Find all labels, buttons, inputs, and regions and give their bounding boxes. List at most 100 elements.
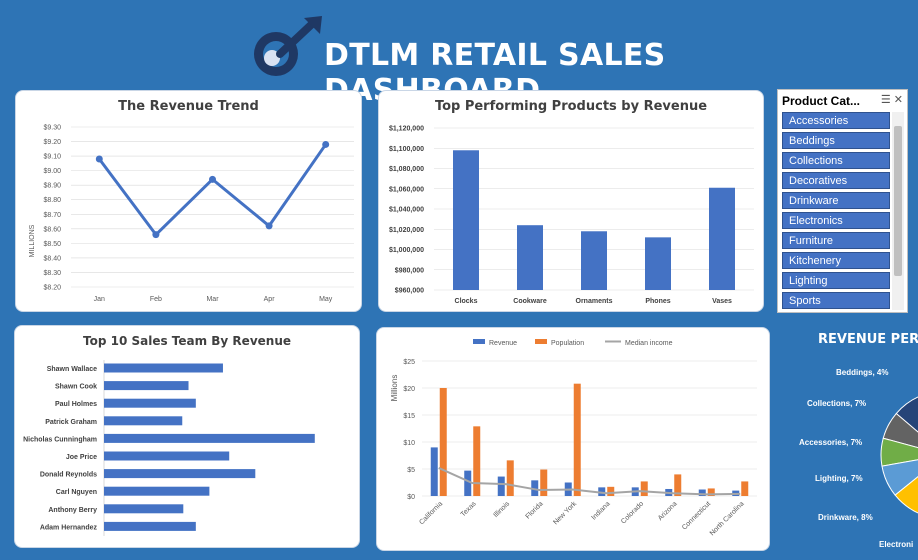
team-category-label: Shawn Cook — [55, 384, 97, 391]
trend-point — [322, 140, 330, 148]
products-bar — [709, 187, 735, 290]
slicer-item-furniture[interactable]: Furniture — [782, 232, 890, 249]
products-bar — [581, 231, 607, 290]
multi-select-icon[interactable]: ☰ — [880, 94, 891, 106]
state-revenue-chart: Millions Revenue Population Median income $… — [390, 339, 757, 537]
slicer-item-accessories[interactable]: Accessories — [782, 112, 890, 129]
trend-ytick-label: $8.60 — [43, 226, 61, 233]
trend-xtick-label: Feb — [150, 296, 162, 303]
trend-ytick-label: $8.40 — [43, 255, 61, 262]
trend-xtick-label: Mar — [206, 296, 219, 303]
trend-xtick-label: Jan — [94, 296, 105, 303]
products-xtick-label: Cookware — [513, 298, 547, 305]
state-xtick-label: Illinois — [492, 500, 511, 519]
trend-ytick-label: $9.00 — [43, 168, 61, 175]
slicer-item-kitchenery[interactable]: Kitchenery — [782, 252, 890, 269]
trend-ytick-label: $8.30 — [43, 270, 61, 277]
slicer-scroll-thumb[interactable] — [894, 126, 902, 276]
top-products-chart: $1,120,000 $1,100,000 $1,080,000 $1,060,000… — [389, 126, 754, 305]
state-xtick-label: Florida — [525, 500, 545, 520]
pie-label-lighting: Lighting, 7% — [815, 474, 863, 483]
products-bar — [453, 150, 479, 290]
state-bar-population — [439, 388, 447, 496]
pie-label-accessories: Accessories, 7% — [799, 438, 863, 447]
team-bar — [104, 486, 210, 496]
state-ytick-label: $15 — [403, 413, 415, 420]
slicer-item-drinkware[interactable]: Drinkware — [782, 192, 890, 209]
slicer-item-decoratives[interactable]: Decoratives — [782, 172, 890, 189]
state-xtick-label: Texas — [460, 500, 478, 518]
pie-label-beddings: Beddings, 4% — [836, 368, 889, 377]
state-ytick-label: $10 — [403, 440, 415, 447]
legend-label: Revenue — [489, 340, 517, 347]
state-xtick-label: Arizona — [657, 500, 679, 522]
trend-xtick-label: Apr — [264, 296, 276, 303]
state-revenue-card[interactable]: Millions Revenue Population Median income $… — [376, 327, 770, 551]
state-bar-revenue — [598, 487, 606, 496]
slicer-item-lighting[interactable]: Lighting — [782, 272, 890, 289]
slicer-item-beddings[interactable]: Beddings — [782, 132, 890, 149]
state-ytick-label: $0 — [407, 494, 415, 501]
state-xtick-label: Connecticut — [681, 500, 712, 531]
trend-ylabel: MILLIONS — [29, 224, 36, 257]
sales-team-card[interactable]: Top 10 Sales Team By Revenue Shawn Walla… — [14, 325, 360, 548]
trend-point — [95, 155, 103, 163]
slicer-item-sports[interactable]: Sports — [782, 292, 890, 309]
state-ylabel: Millions — [390, 375, 399, 402]
top-products-card[interactable]: Top Performing Products by Revenue $1,12… — [378, 90, 764, 312]
top-products-title: Top Performing Products by Revenue — [434, 99, 708, 114]
state-bar-population — [506, 460, 514, 496]
products-bar — [645, 237, 671, 290]
slicer-list: Accessories Beddings Collections Decorative… — [782, 112, 890, 312]
legend-swatch — [473, 339, 485, 344]
trend-ytick-label: $9.10 — [43, 154, 61, 161]
state-ytick-label: $20 — [403, 386, 415, 393]
products-bar — [517, 225, 543, 290]
products-ytick-label: $1,100,000 — [389, 146, 424, 153]
state-bar-revenue — [464, 470, 472, 496]
trend-xtick-label: May — [319, 296, 333, 303]
team-category-label: Patrick Graham — [45, 419, 97, 426]
state-median-income-line — [438, 467, 741, 496]
state-bar-population — [540, 469, 548, 496]
product-category-slicer[interactable]: Product Cat... ☰ ✕ Accessories Beddings Co… — [777, 89, 908, 313]
team-bar — [104, 433, 315, 443]
slicer-item-collections[interactable]: Collections — [782, 152, 890, 169]
team-category-label: Joe Price — [66, 454, 97, 461]
state-ytick-label: $5 — [407, 467, 415, 474]
products-xtick-label: Clocks — [455, 298, 478, 305]
state-bar-population — [473, 426, 481, 496]
pie-slice-electronics — [894, 476, 918, 514]
state-xtick-label: New York — [552, 500, 578, 526]
slicer-item-electronics[interactable]: Electronics — [782, 212, 890, 229]
state-xtick-label: Colorado — [620, 500, 645, 525]
state-bar-population — [741, 481, 749, 496]
sales-team-chart: Shawn Wallace Shawn Cook Paul Holmes Patric… — [23, 360, 315, 536]
state-bar-population — [573, 383, 581, 496]
state-xtick-label: California — [418, 500, 444, 526]
clear-filter-icon[interactable]: ✕ — [893, 94, 903, 106]
revenue-trend-card[interactable]: The Revenue Trend MILLIONS $9.30 $9.20 $9.… — [15, 90, 362, 312]
legend-label: Median income — [625, 340, 673, 347]
state-bar-population — [707, 488, 715, 496]
products-xtick-label: Phones — [645, 298, 670, 305]
team-bar — [104, 469, 256, 479]
pie-label-drinkware: Drinkware, 8% — [818, 513, 873, 522]
team-bar — [104, 521, 196, 531]
state-bar-revenue — [497, 476, 505, 496]
team-category-label: Nicholas Cunningham — [23, 436, 97, 443]
state-bar-revenue — [531, 480, 539, 496]
slicer-scrollbar[interactable] — [892, 112, 904, 310]
products-xtick-label: Vases — [712, 298, 732, 305]
team-bar — [104, 416, 183, 426]
revenue-percent-pie — [880, 396, 918, 514]
pie-label-electronics: Electroni — [879, 540, 914, 549]
team-category-label: Shawn Wallace — [47, 366, 97, 373]
products-ytick-label: $1,120,000 — [389, 126, 424, 133]
state-bar-revenue — [698, 489, 706, 496]
trend-ytick-label: $9.30 — [43, 125, 61, 132]
legend-swatch — [535, 339, 547, 344]
trend-ytick-label: $8.50 — [43, 241, 61, 248]
team-bar — [104, 504, 184, 514]
products-ytick-label: $960,000 — [395, 288, 424, 295]
